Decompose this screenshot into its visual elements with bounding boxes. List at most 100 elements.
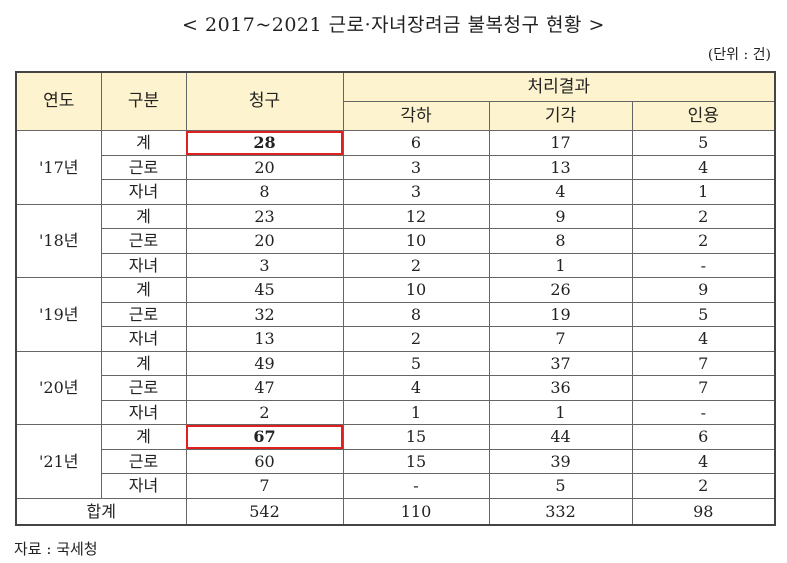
claims-cell: 3 xyxy=(185,252,344,278)
rejected-cell: 26 xyxy=(488,277,633,303)
category-cell: 근로 xyxy=(100,154,187,180)
dismissed-cell: 12 xyxy=(342,203,490,229)
total-label: 합계 xyxy=(15,497,187,525)
accepted-cell: 6 xyxy=(631,424,776,450)
table-row: 자녀 2 1 1- xyxy=(16,399,776,425)
dismissed-cell: 10 xyxy=(342,228,490,254)
dismissed-cell: 4 xyxy=(342,375,490,401)
dismissed-cell: 8 xyxy=(342,301,490,327)
accepted-cell: 2 xyxy=(631,228,776,254)
dismissed-cell: 2 xyxy=(342,326,490,352)
table-row: 자녀 3 2 1- xyxy=(16,252,776,278)
claims-cell: 23 xyxy=(185,203,344,229)
header-accepted: 인용 xyxy=(631,101,776,131)
category-cell: 자녀 xyxy=(100,326,187,352)
accepted-cell: 4 xyxy=(631,448,776,474)
rejected-cell: 36 xyxy=(488,375,633,401)
category-cell: 자녀 xyxy=(100,252,187,278)
claims-cell: 8 xyxy=(185,179,344,205)
table-row: 자녀 13 2 7 4 xyxy=(16,326,776,352)
year-cell: '19년 xyxy=(15,277,102,352)
dismissed-cell: 3 xyxy=(342,154,490,180)
category-cell: 계 xyxy=(100,203,187,229)
accepted-cell: 5 xyxy=(631,130,776,156)
header-category: 구분 xyxy=(100,71,187,131)
category-cell: 자녀 xyxy=(100,179,187,205)
category-cell: 계 xyxy=(100,277,187,303)
dismissed-cell: 15 xyxy=(342,424,490,450)
total-row: 합계 542 110 332 98 xyxy=(15,497,776,525)
accepted-cell: 7 xyxy=(631,375,776,401)
rejected-cell: 37 xyxy=(488,350,633,376)
table-row: 근로 60 15 39 4 xyxy=(16,448,776,474)
rejected-cell: 39 xyxy=(488,448,633,474)
table-row: 근로 20 3 13 4 xyxy=(16,154,776,180)
accepted-cell: 9 xyxy=(631,277,776,303)
category-cell: 자녀 xyxy=(100,473,187,499)
header-year: 연도 xyxy=(15,71,102,131)
appeals-table: 연도 구분 청구 처리결과 각하 기각 인용 '17년 계 28 6 17 5 근로 20 3 1… xyxy=(15,71,777,526)
category-cell: 자녀 xyxy=(100,399,187,425)
rejected-cell: 17 xyxy=(488,130,633,156)
accepted-cell: 4 xyxy=(631,326,776,352)
dismissed-cell: 3 xyxy=(342,179,490,205)
rejected-cell: 1 xyxy=(488,399,633,425)
rejected-cell: 1 xyxy=(488,252,633,278)
dismissed-cell: - xyxy=(342,473,490,499)
total-rejected: 332 xyxy=(488,497,633,525)
table-row: 자녀 8 3 4 1 xyxy=(16,179,776,205)
accepted-cell: - xyxy=(631,252,776,278)
category-cell: 근로 xyxy=(100,228,187,254)
rejected-cell: 19 xyxy=(488,301,633,327)
table-body: '17년 계 28 6 17 5 근로 20 3 13 4 자녀 8 3 4 1'18년 계 23 12 9 2 근로 20… xyxy=(15,130,776,499)
claims-cell: 7 xyxy=(185,473,344,499)
claims-cell: 47 xyxy=(185,375,344,401)
table-row: '20년 계 49 5 37 7 xyxy=(15,350,776,425)
claims-cell: 67 xyxy=(185,424,344,450)
dismissed-cell: 1 xyxy=(342,399,490,425)
claims-cell: 60 xyxy=(185,448,344,474)
unit-label: (단위 : 건) xyxy=(707,47,771,63)
claims-cell: 49 xyxy=(185,350,344,376)
table-row: '19년 계 45 10 26 9 xyxy=(15,277,776,352)
year-cell: '21년 xyxy=(15,424,102,499)
accepted-cell: 2 xyxy=(631,203,776,229)
year-cell: '20년 xyxy=(15,350,102,425)
total-dismissed: 110 xyxy=(342,497,490,525)
year-cell: '17년 xyxy=(15,130,102,205)
table-row: 근로 32 8 19 5 xyxy=(16,301,776,327)
header-claims: 청구 xyxy=(185,71,344,131)
source-note: 자료 : 국세청 xyxy=(14,540,98,558)
accepted-cell: 1 xyxy=(631,179,776,205)
total-claims: 542 xyxy=(185,497,344,525)
claims-cell: 28 xyxy=(185,130,344,156)
page-title: < 2017~2021 근로·자녀장려금 불복청구 현황 > xyxy=(182,14,605,36)
table-row: 자녀 7-5 2 xyxy=(16,473,776,499)
dismissed-cell: 5 xyxy=(342,350,490,376)
table-row: 근로 47 4 36 7 xyxy=(16,375,776,401)
accepted-cell: 5 xyxy=(631,301,776,327)
dismissed-cell: 6 xyxy=(342,130,490,156)
header-dismissed: 각하 xyxy=(342,101,490,131)
year-cell: '18년 xyxy=(15,203,102,278)
table-row: '18년 계 23 12 9 2 xyxy=(15,203,776,278)
claims-cell: 2 xyxy=(185,399,344,425)
accepted-cell: 7 xyxy=(631,350,776,376)
header-rejected: 기각 xyxy=(488,101,633,131)
table-row: '21년 계 67 15 44 6 xyxy=(15,424,776,499)
category-cell: 계 xyxy=(100,350,187,376)
accepted-cell: 4 xyxy=(631,154,776,180)
rejected-cell: 4 xyxy=(488,179,633,205)
table-row: 근로 20 10 8 2 xyxy=(16,228,776,254)
accepted-cell: 2 xyxy=(631,473,776,499)
dismissed-cell: 10 xyxy=(342,277,490,303)
rejected-cell: 7 xyxy=(488,326,633,352)
category-cell: 계 xyxy=(100,424,187,450)
table-row: '17년 계 28 6 17 5 xyxy=(15,130,776,205)
claims-cell: 45 xyxy=(185,277,344,303)
accepted-cell: - xyxy=(631,399,776,425)
total-accepted: 98 xyxy=(631,497,776,525)
claims-cell: 20 xyxy=(185,154,344,180)
rejected-cell: 44 xyxy=(488,424,633,450)
claims-cell: 32 xyxy=(185,301,344,327)
